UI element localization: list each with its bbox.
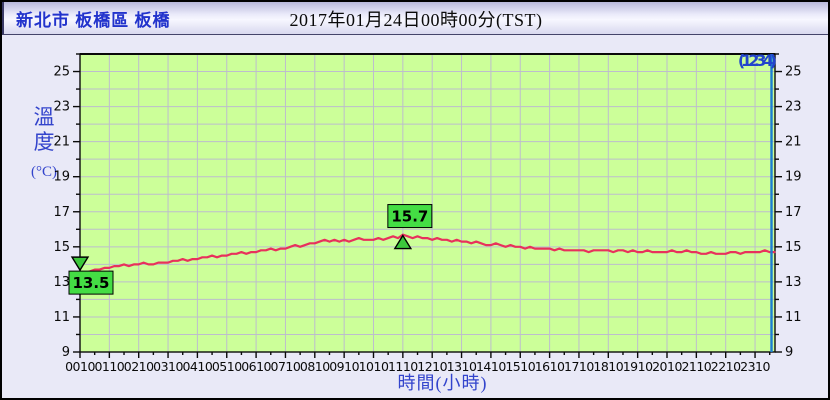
y-tick-label-left: 13: [53, 275, 70, 290]
x-axis-label: 時間(小時): [398, 373, 488, 394]
x-tick-label: 1310: [447, 359, 477, 374]
y-tick-label-left: 9: [62, 345, 70, 360]
x-tick-label: 0310: [153, 359, 183, 374]
max-annotation: 15.7: [387, 204, 433, 250]
y-tick-label-right: 17: [785, 205, 802, 220]
x-tick-label: 2010: [652, 359, 682, 374]
x-tick-label: 0910: [329, 359, 359, 374]
plot-area: [80, 54, 775, 352]
x-tick-label: 1110: [388, 359, 418, 374]
y-tick-label-left: 19: [53, 170, 70, 185]
x-tick-label: 1810: [593, 359, 623, 374]
y-tick-label-right: 9: [785, 345, 793, 360]
y-axis-label-block: 溫 度 (°C): [22, 105, 66, 181]
min-annotation: 13.5: [68, 256, 114, 295]
y-tick-label-right: 13: [785, 275, 802, 290]
station-name: 新北市 板橋區 板橋: [16, 11, 171, 30]
x-tick-label: 1710: [564, 359, 594, 374]
x-tick-label: 1610: [535, 359, 565, 374]
y-tick-label-right: 19: [785, 170, 802, 185]
x-tick-label: 0510: [212, 359, 242, 374]
x-tick-label: 0710: [271, 359, 301, 374]
y-tick-label-left: 25: [53, 65, 70, 80]
y-tick-label-left: 23: [53, 100, 70, 115]
x-tick-label: 1210: [417, 359, 447, 374]
y-tick-label-right: 25: [785, 65, 802, 80]
y-tick-label-right: 23: [785, 100, 802, 115]
x-tick-label: 0810: [300, 359, 330, 374]
chart-title: 2017年01月24日00時00分(TST): [289, 10, 543, 30]
x-tick-label: 2210: [711, 359, 741, 374]
x-tick-label: 1010: [359, 359, 389, 374]
x-tick-label: 1510: [505, 359, 535, 374]
y-tick-label-right: 11: [785, 310, 802, 325]
grid-layer: [80, 54, 775, 352]
y-axis-unit: (°C): [31, 164, 57, 180]
axes-layer: [73, 53, 782, 358]
x-tick-label: 0610: [241, 359, 271, 374]
min-value-label: 13.5: [72, 274, 109, 292]
x-tick-label: 0010: [65, 359, 95, 374]
header-bar: 新北市 板橋區 板橋 2017年01月24日00時00分(TST): [2, 2, 828, 35]
x-tick-label: 1910: [623, 359, 653, 374]
min-marker-icon: [70, 256, 90, 272]
corner-overlap-label: (1234): [738, 51, 776, 70]
x-tick-label: 2110: [681, 359, 711, 374]
x-tick-label: 0210: [124, 359, 154, 374]
y-tick-label-left: 17: [53, 205, 70, 220]
tick-labels: 9 9 11 11 13 13 15 15 17 17 19 19 21 21 23 23 25 25 0010 01…: [53, 65, 801, 374]
max-value-label: 15.7: [391, 208, 428, 226]
x-tick-label: 0410: [182, 359, 212, 374]
x-tick-label: 1410: [476, 359, 506, 374]
y-tick-label-right: 21: [785, 135, 802, 150]
y-tick-label-right: 15: [785, 240, 802, 255]
y-axis-label: 溫 度: [33, 105, 55, 154]
max-marker-icon: [393, 234, 413, 250]
y-tick-label-left: 21: [53, 135, 70, 150]
x-tick-label: 0110: [94, 359, 124, 374]
temperature-line: [78, 233, 776, 275]
y-tick-label-left: 11: [53, 310, 70, 325]
y-tick-label-left: 15: [53, 240, 70, 255]
x-tick-label: 2310: [740, 359, 770, 374]
